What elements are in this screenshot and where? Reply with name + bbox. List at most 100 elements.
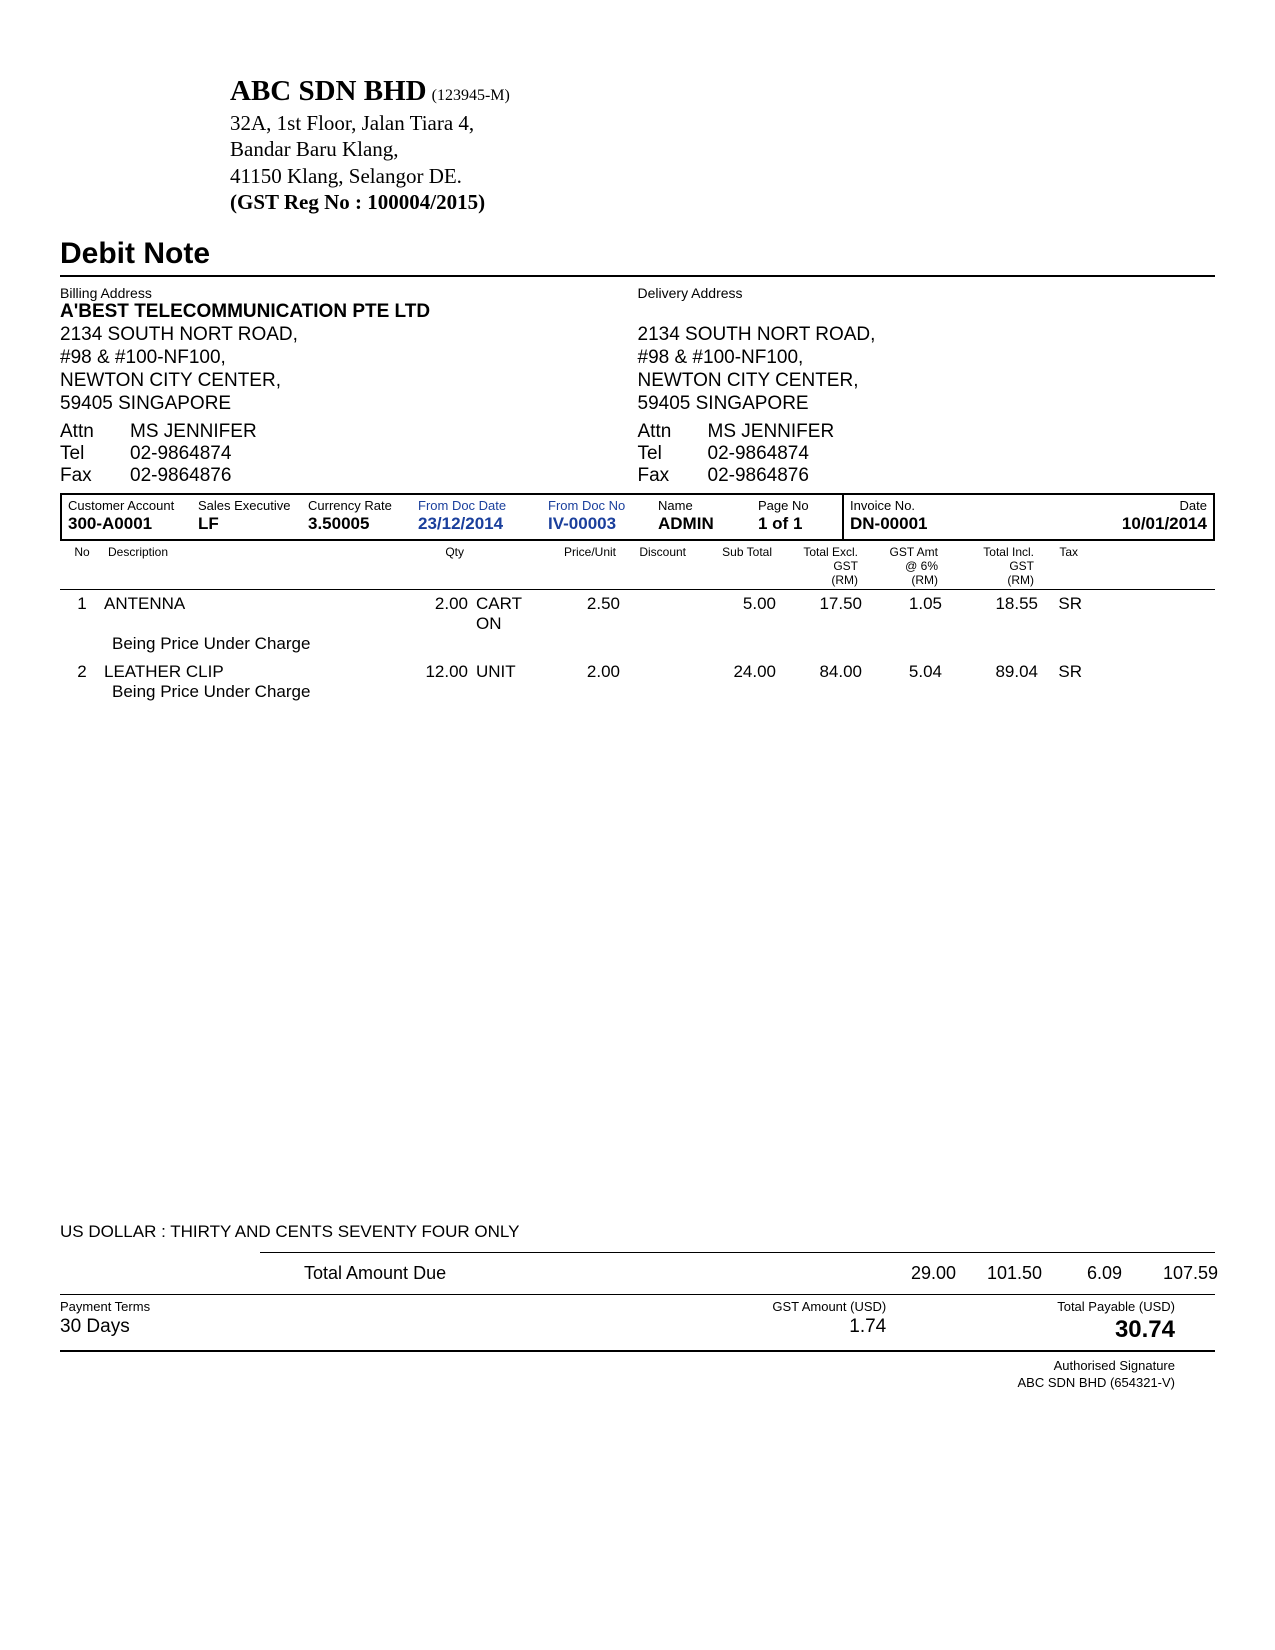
delivery-fax-lbl: Fax — [638, 465, 708, 487]
company-addr-2: Bandar Baru Klang, — [230, 136, 1215, 162]
company-name: ABC SDN BHD — [230, 75, 427, 107]
meta-page: 1 of 1 — [758, 514, 836, 534]
items-header: No Description Qty Price/Unit Discount S… — [60, 541, 1215, 590]
item-excl: 17.50 — [776, 594, 862, 634]
item-row: 1 ANTENNA 2.00 CARTON 2.50 5.00 17.50 1.… — [60, 590, 1215, 634]
delivery-label: Delivery Address — [638, 285, 1216, 301]
meta-fromdate: 23/12/2014 — [418, 514, 536, 534]
item-price: 2.50 — [540, 594, 620, 634]
delivery-l2: #98 & #100-NF100, — [638, 346, 1216, 369]
signature-line-1: Authorised Signature — [60, 1358, 1175, 1375]
item-disc — [620, 662, 690, 682]
item-qty: 12.00 — [404, 662, 468, 682]
col-qty: Qty — [404, 545, 468, 587]
meta-rate-lbl: Currency Rate — [308, 498, 406, 513]
meta-rate: 3.50005 — [308, 514, 406, 534]
terms-value: 30 Days — [60, 1316, 638, 1338]
item-price: 2.00 — [540, 662, 620, 682]
item-no: 2 — [60, 662, 104, 682]
col-disc: Discount — [620, 545, 690, 587]
payable-value: 30.74 — [926, 1316, 1175, 1344]
item-gst: 1.05 — [862, 594, 942, 634]
meta-inv-lbl: Invoice No. — [850, 498, 966, 513]
company-addr-3: 41150 Klang, Selangor DE. — [230, 163, 1215, 189]
meta-sales: LF — [198, 514, 296, 534]
footer-box: Payment Terms 30 Days GST Amount (USD) 1… — [60, 1294, 1215, 1352]
item-incl: 18.55 — [942, 594, 1038, 634]
meta-name-lbl: Name — [658, 498, 746, 513]
delivery-l1: 2134 SOUTH NORT ROAD, — [638, 323, 1216, 346]
meta-inv: DN-00001 — [850, 514, 966, 534]
item-tax: SR — [1038, 662, 1082, 682]
billing-l1: 2134 SOUTH NORT ROAD, — [60, 323, 638, 346]
item-sub: 24.00 — [690, 662, 776, 682]
delivery-fax: 02-9864876 — [708, 465, 809, 487]
delivery-l3: NEWTON CITY CENTER, — [638, 369, 1216, 392]
item-sub: 5.00 — [690, 594, 776, 634]
total-excl: 101.50 — [956, 1263, 1042, 1284]
billing-l4: 59405 SINGAPORE — [60, 392, 638, 415]
delivery-attn-lbl: Attn — [638, 421, 708, 443]
item-qty: 2.00 — [404, 594, 468, 634]
col-excl: Total Excl.GST(RM) — [776, 545, 862, 587]
delivery-tel: 02-9864874 — [708, 443, 809, 465]
col-incl: Total Incl.GST(RM) — [942, 545, 1038, 587]
meta-box: Customer Account300-A0001 Sales Executiv… — [60, 493, 1215, 541]
company-reg: (123945-M) — [432, 87, 510, 104]
gst-usd-value: 1.74 — [638, 1316, 887, 1338]
billing-address: Billing Address A'BEST TELECOMMUNICATION… — [60, 285, 638, 488]
amount-in-words: US DOLLAR : THIRTY AND CENTS SEVENTY FOU… — [60, 1222, 1215, 1242]
company-header: ABC SDN BHD (123945-M) 32A, 1st Floor, J… — [230, 75, 1215, 215]
col-gst: GST Amt@ 6%(RM) — [862, 545, 942, 587]
col-price: Price/Unit — [540, 545, 620, 587]
item-desc: ANTENNA — [104, 594, 404, 634]
meta-fromno: IV-00003 — [548, 514, 646, 534]
item-no: 1 — [60, 594, 104, 634]
doc-title: Debit Note — [60, 237, 1215, 271]
item-row: 2 LEATHER CLIP 12.00 UNIT 2.00 24.00 84.… — [60, 658, 1215, 682]
meta-cust: 300-A0001 — [68, 514, 186, 534]
item-excl: 84.00 — [776, 662, 862, 682]
meta-date-lbl: Date — [978, 498, 1207, 513]
rule-top — [60, 275, 1215, 277]
company-gst: (GST Reg No : 100004/2015) — [230, 190, 1215, 215]
addresses: Billing Address A'BEST TELECOMMUNICATION… — [60, 285, 1215, 488]
meta-fromdate-lbl: From Doc Date — [418, 498, 536, 513]
meta-name: ADMIN — [658, 514, 746, 534]
billing-label: Billing Address — [60, 285, 638, 301]
item-uom: CARTON — [468, 594, 540, 634]
item-uom: UNIT — [468, 662, 540, 682]
delivery-address: Delivery Address 2134 SOUTH NORT ROAD, #… — [638, 285, 1216, 488]
col-sub: Sub Total — [690, 545, 776, 587]
meta-cust-lbl: Customer Account — [68, 498, 186, 513]
col-tax: Tax — [1038, 545, 1082, 587]
total-sub: 29.00 — [870, 1263, 956, 1284]
meta-sales-lbl: Sales Executive — [198, 498, 296, 513]
item-tax: SR — [1038, 594, 1082, 634]
billing-attn: MS JENNIFER — [130, 421, 257, 443]
item-note: Being Price Under Charge — [60, 634, 1215, 654]
signature-block: Authorised Signature ABC SDN BHD (654321… — [60, 1358, 1175, 1392]
col-uom — [468, 545, 540, 587]
total-incl: 107.59 — [1122, 1263, 1218, 1284]
item-gst: 5.04 — [862, 662, 942, 682]
billing-fax-lbl: Fax — [60, 465, 130, 487]
delivery-attn: MS JENNIFER — [708, 421, 835, 443]
total-gst: 6.09 — [1042, 1263, 1122, 1284]
terms-label: Payment Terms — [60, 1299, 638, 1314]
item-disc — [620, 594, 690, 634]
item-note: Being Price Under Charge — [60, 682, 1215, 702]
meta-fromno-lbl: From Doc No — [548, 498, 646, 513]
item-incl: 89.04 — [942, 662, 1038, 682]
delivery-tel-lbl: Tel — [638, 443, 708, 465]
billing-name: A'BEST TELECOMMUNICATION PTE LTD — [60, 301, 638, 323]
signature-line-2: ABC SDN BHD (654321-V) — [60, 1375, 1175, 1392]
items: 1 ANTENNA 2.00 CARTON 2.50 5.00 17.50 1.… — [60, 590, 1215, 702]
total-label: Total Amount Due — [304, 1263, 584, 1284]
col-desc: Description — [104, 545, 404, 587]
billing-l2: #98 & #100-NF100, — [60, 346, 638, 369]
meta-date: 10/01/2014 — [978, 514, 1207, 534]
billing-fax: 02-9864876 — [130, 465, 231, 487]
billing-attn-lbl: Attn — [60, 421, 130, 443]
total-row: Total Amount Due 29.00 101.50 6.09 107.5… — [60, 1253, 1215, 1294]
